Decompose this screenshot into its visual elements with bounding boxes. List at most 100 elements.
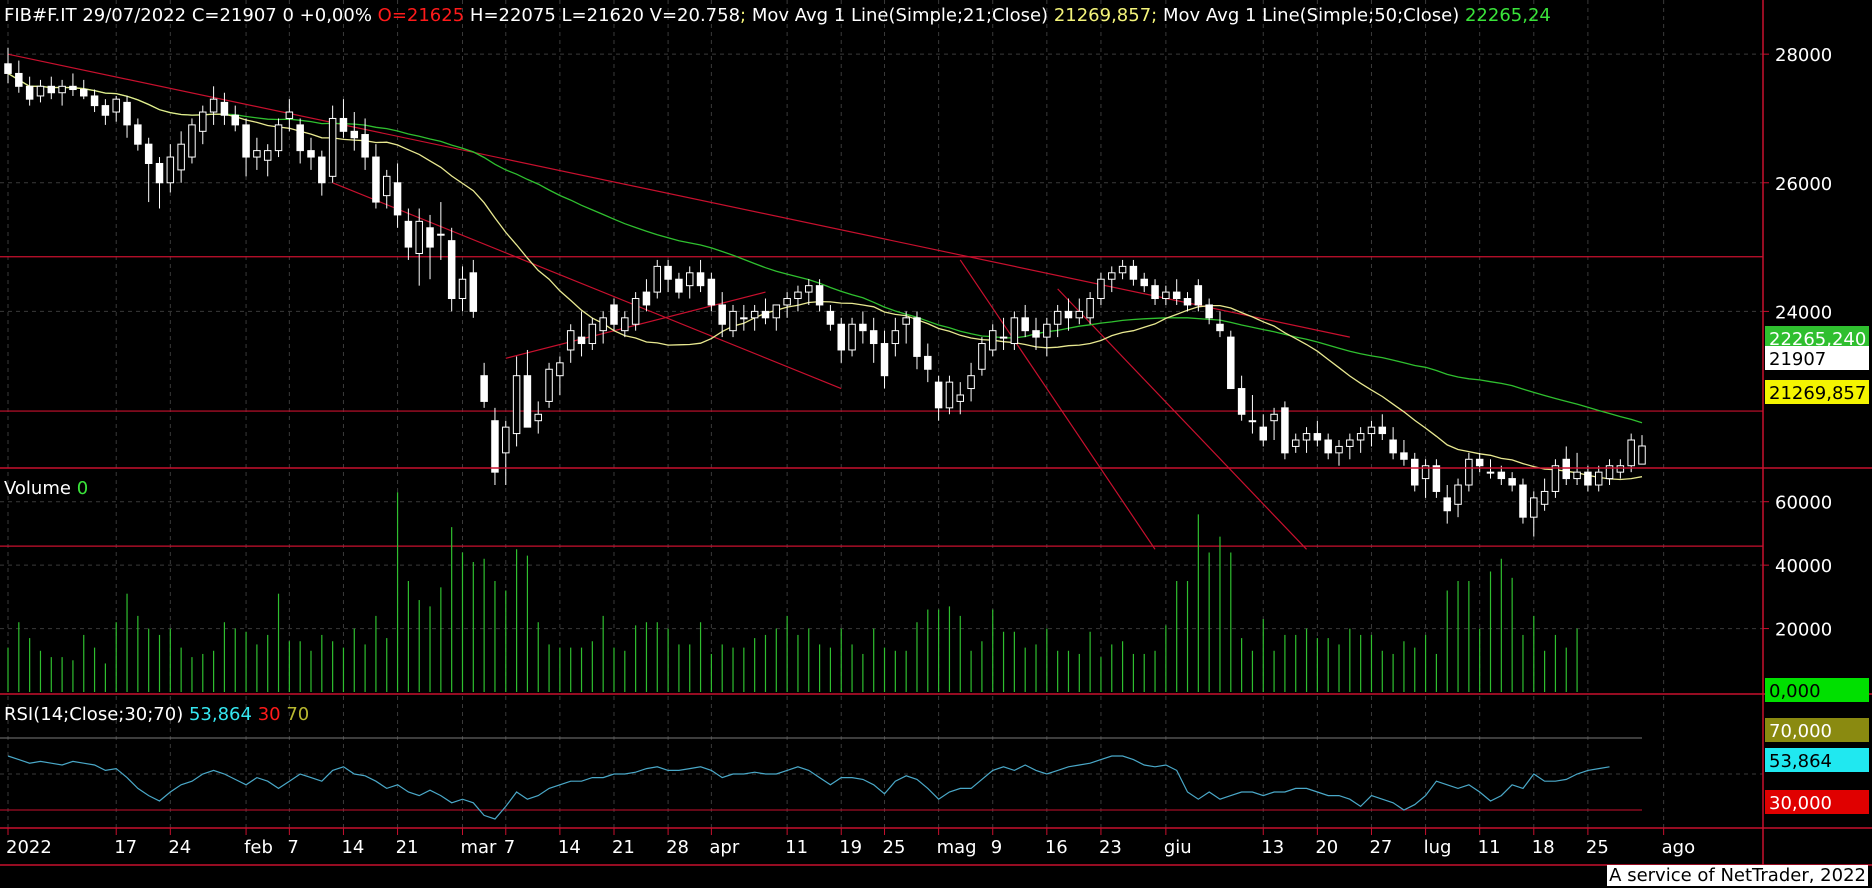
ma50-path bbox=[7, 72, 1643, 424]
price-tag: 21907 bbox=[1769, 349, 1826, 370]
candle-up bbox=[891, 330, 900, 345]
candle-down bbox=[4, 63, 12, 74]
candle-down bbox=[1389, 439, 1397, 454]
volume-header: Volume 0 bbox=[4, 478, 88, 499]
candle-down bbox=[15, 72, 23, 87]
candle-down bbox=[1237, 388, 1246, 415]
price-tag-bg bbox=[1765, 380, 1869, 404]
candle-down bbox=[1129, 265, 1138, 280]
candle-down bbox=[25, 85, 34, 100]
support-resistance-lines bbox=[0, 256, 1763, 547]
candle-down bbox=[447, 240, 456, 300]
ma21-value: 21269,857 bbox=[1053, 5, 1152, 26]
x-tick-label: mar bbox=[460, 837, 497, 858]
x-tick-label: 7 bbox=[287, 837, 298, 858]
candle-down bbox=[1313, 433, 1322, 441]
candle-up bbox=[253, 150, 261, 158]
candle-up bbox=[588, 323, 597, 345]
low-value: L=21620 bbox=[561, 5, 644, 26]
candle-up bbox=[274, 124, 283, 152]
candle-up bbox=[415, 220, 423, 255]
candle-up bbox=[458, 278, 467, 300]
y-tick-label: 40000 bbox=[1775, 556, 1832, 577]
rsi-tag-bg bbox=[1765, 790, 1869, 814]
candle-up bbox=[1551, 465, 1560, 492]
candle-down bbox=[480, 375, 488, 402]
grid-lines: 2022 17 24 feb 7 14 21 mar 7 14 21 28 apr 11 19 25 mag 9 1… bbox=[0, 0, 1763, 858]
rsi-tag-bg bbox=[1765, 748, 1869, 772]
candle-down bbox=[1432, 465, 1441, 492]
y-tick-label: 28000 bbox=[1775, 45, 1832, 66]
candle-down bbox=[339, 117, 348, 132]
x-tick-label: 13 bbox=[1261, 837, 1284, 858]
candle-down bbox=[675, 278, 683, 293]
candle-up bbox=[1118, 265, 1127, 274]
candle-down bbox=[1508, 478, 1516, 486]
candle-down bbox=[1378, 426, 1387, 435]
candle-down bbox=[123, 101, 131, 126]
footer-credit: A service of NetTrader, 2022 bbox=[1607, 865, 1868, 886]
rsi-tag: 30,000 bbox=[1769, 793, 1832, 814]
candle-up bbox=[1594, 471, 1603, 486]
candle-down bbox=[372, 156, 380, 203]
x-tick-label: 7 bbox=[504, 837, 515, 858]
candle-up bbox=[166, 156, 175, 184]
candle-up bbox=[1075, 310, 1084, 319]
candle-up bbox=[729, 310, 737, 332]
candle-up bbox=[967, 375, 975, 390]
rsi-value: 53,864 bbox=[188, 704, 252, 725]
candle-up bbox=[1346, 439, 1354, 447]
trendline bbox=[332, 182, 842, 390]
candle-up bbox=[1454, 484, 1462, 505]
candle-up bbox=[805, 285, 813, 293]
rsi-tag: 70,000 bbox=[1769, 721, 1832, 742]
candle-down bbox=[718, 304, 726, 325]
candle-up bbox=[285, 111, 294, 119]
bar-date: 29/07/2022 bbox=[82, 5, 187, 26]
rsi-tag: 53,864 bbox=[1769, 751, 1832, 772]
trendlines bbox=[7, 53, 1350, 550]
y-tick-label: 26000 bbox=[1775, 174, 1832, 195]
candle-down bbox=[1205, 304, 1213, 319]
x-tick-label: ago bbox=[1662, 837, 1695, 858]
candle-up bbox=[1162, 291, 1170, 300]
rsi-tag-bg bbox=[1765, 718, 1869, 742]
candle-up bbox=[685, 272, 694, 287]
volume-label: Volume bbox=[4, 478, 71, 499]
candle-up bbox=[1540, 490, 1549, 505]
candle-down bbox=[231, 114, 239, 126]
x-tick-label: 2022 bbox=[6, 837, 52, 858]
y-tick-label: 20000 bbox=[1775, 620, 1832, 641]
candle-up bbox=[653, 265, 662, 293]
candle-down bbox=[1519, 484, 1527, 518]
x-tick-label: 28 bbox=[666, 837, 689, 858]
candle-up bbox=[631, 298, 640, 325]
candle-down bbox=[90, 95, 99, 107]
candle-up bbox=[36, 85, 45, 97]
candle-down bbox=[1064, 310, 1073, 319]
candle-down bbox=[1324, 439, 1332, 454]
candle-up bbox=[177, 143, 185, 171]
candle-up bbox=[1010, 317, 1019, 345]
candle-down bbox=[664, 265, 672, 280]
high-value: H=22075 bbox=[469, 5, 556, 26]
candle-down bbox=[837, 323, 845, 351]
volume-current: 0 bbox=[76, 478, 89, 499]
candle-down bbox=[1400, 452, 1408, 460]
candle-up bbox=[1638, 445, 1646, 465]
rsi-upper: 70 bbox=[286, 704, 310, 725]
candle-down bbox=[1475, 458, 1484, 467]
candle-up bbox=[1248, 420, 1257, 423]
candle-down bbox=[826, 310, 835, 325]
candle-up bbox=[848, 323, 856, 351]
candle-down bbox=[1562, 458, 1570, 480]
candle-up bbox=[437, 233, 445, 236]
x-tick-label: 18 bbox=[1532, 837, 1555, 858]
candle-down bbox=[1172, 291, 1181, 300]
volume-tag: 0,000 bbox=[1769, 681, 1821, 702]
x-tick-label: mag bbox=[937, 837, 977, 858]
x-tick-label: 21 bbox=[396, 837, 419, 858]
candle-up bbox=[1486, 471, 1495, 474]
candle-down bbox=[1584, 471, 1592, 486]
